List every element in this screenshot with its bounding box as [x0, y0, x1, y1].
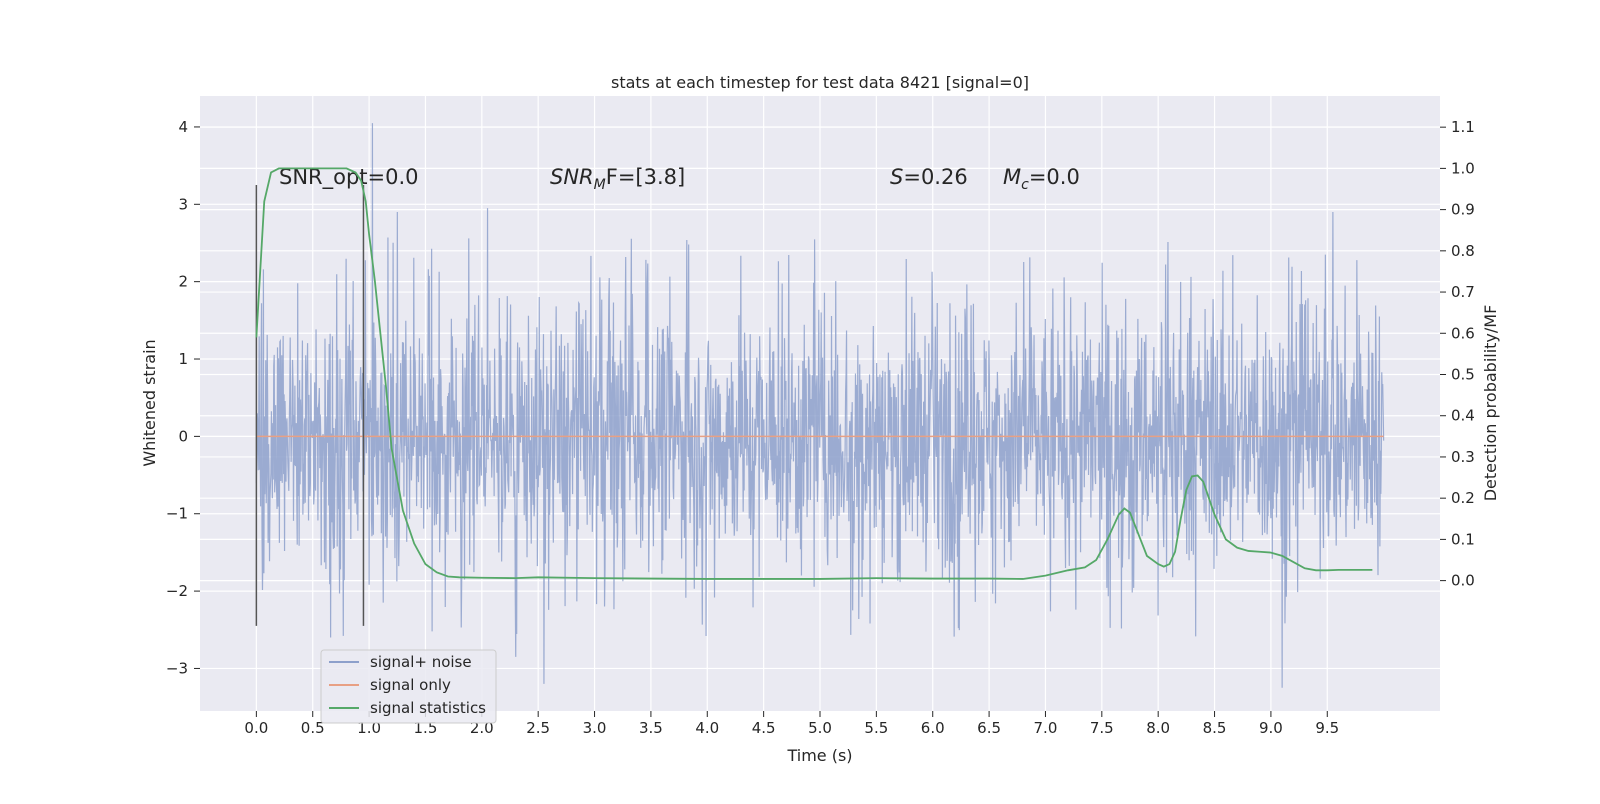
- y-axis-right-title: Detection probability/MF: [1481, 305, 1500, 502]
- x-tick-label-17: 8.5: [1203, 719, 1227, 737]
- x-tick-label-8: 4.0: [695, 719, 719, 737]
- x-tick-label-1: 0.5: [301, 719, 325, 737]
- annotation-snr-mf-name: SNR: [550, 165, 594, 189]
- x-tick-label-12: 6.0: [921, 719, 945, 737]
- legend-box: [320, 649, 497, 724]
- x-tick-label-7: 3.5: [639, 719, 663, 737]
- x-tick-label-6: 3.0: [583, 719, 607, 737]
- annotation-snr-mf-value: F=[3.8]: [606, 165, 685, 189]
- legend-label-signal-plus-noise: signal+ noise: [370, 653, 472, 671]
- x-tick-label-11: 5.5: [864, 719, 888, 737]
- y-left-tick-label-4: 0: [178, 427, 188, 445]
- annotation-mc: Mc=0.0: [1003, 165, 1080, 193]
- y-right-tick-label-7: 0.4: [1451, 407, 1475, 425]
- y-right-tick-label-4: 0.7: [1451, 283, 1475, 301]
- y-right-tick-label-3: 0.8: [1451, 242, 1475, 260]
- noise-trace: [255, 123, 1385, 688]
- y-left-tick-label-3: 1: [178, 350, 188, 368]
- x-tick-label-10: 5.0: [808, 719, 832, 737]
- x-axis-title: Time (s): [786, 746, 852, 765]
- annotation-s: S=0.26: [890, 165, 968, 189]
- y-right-tick-label-1: 1.0: [1451, 159, 1475, 177]
- chart-title: stats at each timestep for test data 842…: [611, 73, 1029, 92]
- x-axis: 0.0 0.5 1.0 1.5 2.0 2.5 3.0 3.5 4.0 4.5 5.0 5.5 6.0 6…: [244, 711, 1339, 737]
- y-left-tick-label-7: −3: [166, 659, 188, 677]
- x-tick-label-18: 9.0: [1259, 719, 1283, 737]
- y-right-tick-label-0: 1.1: [1451, 118, 1475, 136]
- vertical-markers: [255, 184, 365, 626]
- y-right-tick-label-11: 0.0: [1451, 572, 1475, 590]
- annotation-snr-mf: SNRMF=[3.8]: [550, 165, 685, 193]
- y-right-tick-label-9: 0.2: [1451, 489, 1475, 507]
- y-right-tick-label-5: 0.6: [1451, 324, 1475, 342]
- y-left-tick-label-6: −2: [166, 582, 188, 600]
- y-axis-left: 4 3 2 1 0 −1 −2 −3: [166, 118, 200, 677]
- x-tick-label-5: 2.5: [526, 719, 550, 737]
- x-tick-label-16: 8.0: [1146, 719, 1170, 737]
- y-left-tick-label-0: 4: [178, 118, 188, 136]
- y-right-tick-label-10: 0.1: [1451, 530, 1475, 548]
- y-axis-right: 1.1 1.0 0.9 0.8 0.7 0.6 0.5 0.4 0.3 0.2 0.1 0.0: [1440, 118, 1475, 590]
- legend-label-signal-only: signal only: [370, 676, 451, 694]
- x-tick-label-15: 7.5: [1090, 719, 1114, 737]
- annotation-mc-value: =0.0: [1029, 165, 1080, 189]
- y-left-tick-label-5: −1: [166, 505, 188, 523]
- y-left-tick-label-2: 2: [178, 273, 188, 291]
- annotation-mc-subscript: c: [1021, 177, 1029, 193]
- x-tick-label-19: 9.5: [1315, 719, 1339, 737]
- x-tick-label-0: 0.0: [244, 719, 268, 737]
- y-right-tick-label-2: 0.9: [1451, 201, 1475, 219]
- x-tick-label-9: 4.5: [752, 719, 776, 737]
- legend: signal+ noise signal only signal statist…: [320, 649, 497, 724]
- annotation-mc-name: M: [1003, 165, 1021, 189]
- series-signal-plus-noise: [255, 123, 1385, 688]
- legend-label-signal-statistics: signal statistics: [370, 699, 486, 717]
- x-tick-label-14: 7.0: [1034, 719, 1058, 737]
- annotation-s-value: =0.26: [903, 165, 967, 189]
- y-left-tick-label-1: 3: [178, 195, 188, 213]
- annotation-s-name: S: [890, 165, 903, 189]
- series-signal-statistics: [255, 167, 1373, 580]
- y-right-tick-label-6: 0.5: [1451, 365, 1475, 383]
- y-right-tick-label-8: 0.3: [1451, 448, 1475, 466]
- y-axis-left-title: Whitened strain: [140, 339, 159, 466]
- x-tick-label-13: 6.5: [977, 719, 1001, 737]
- annotation-snr-mf-subscript: M: [594, 177, 606, 193]
